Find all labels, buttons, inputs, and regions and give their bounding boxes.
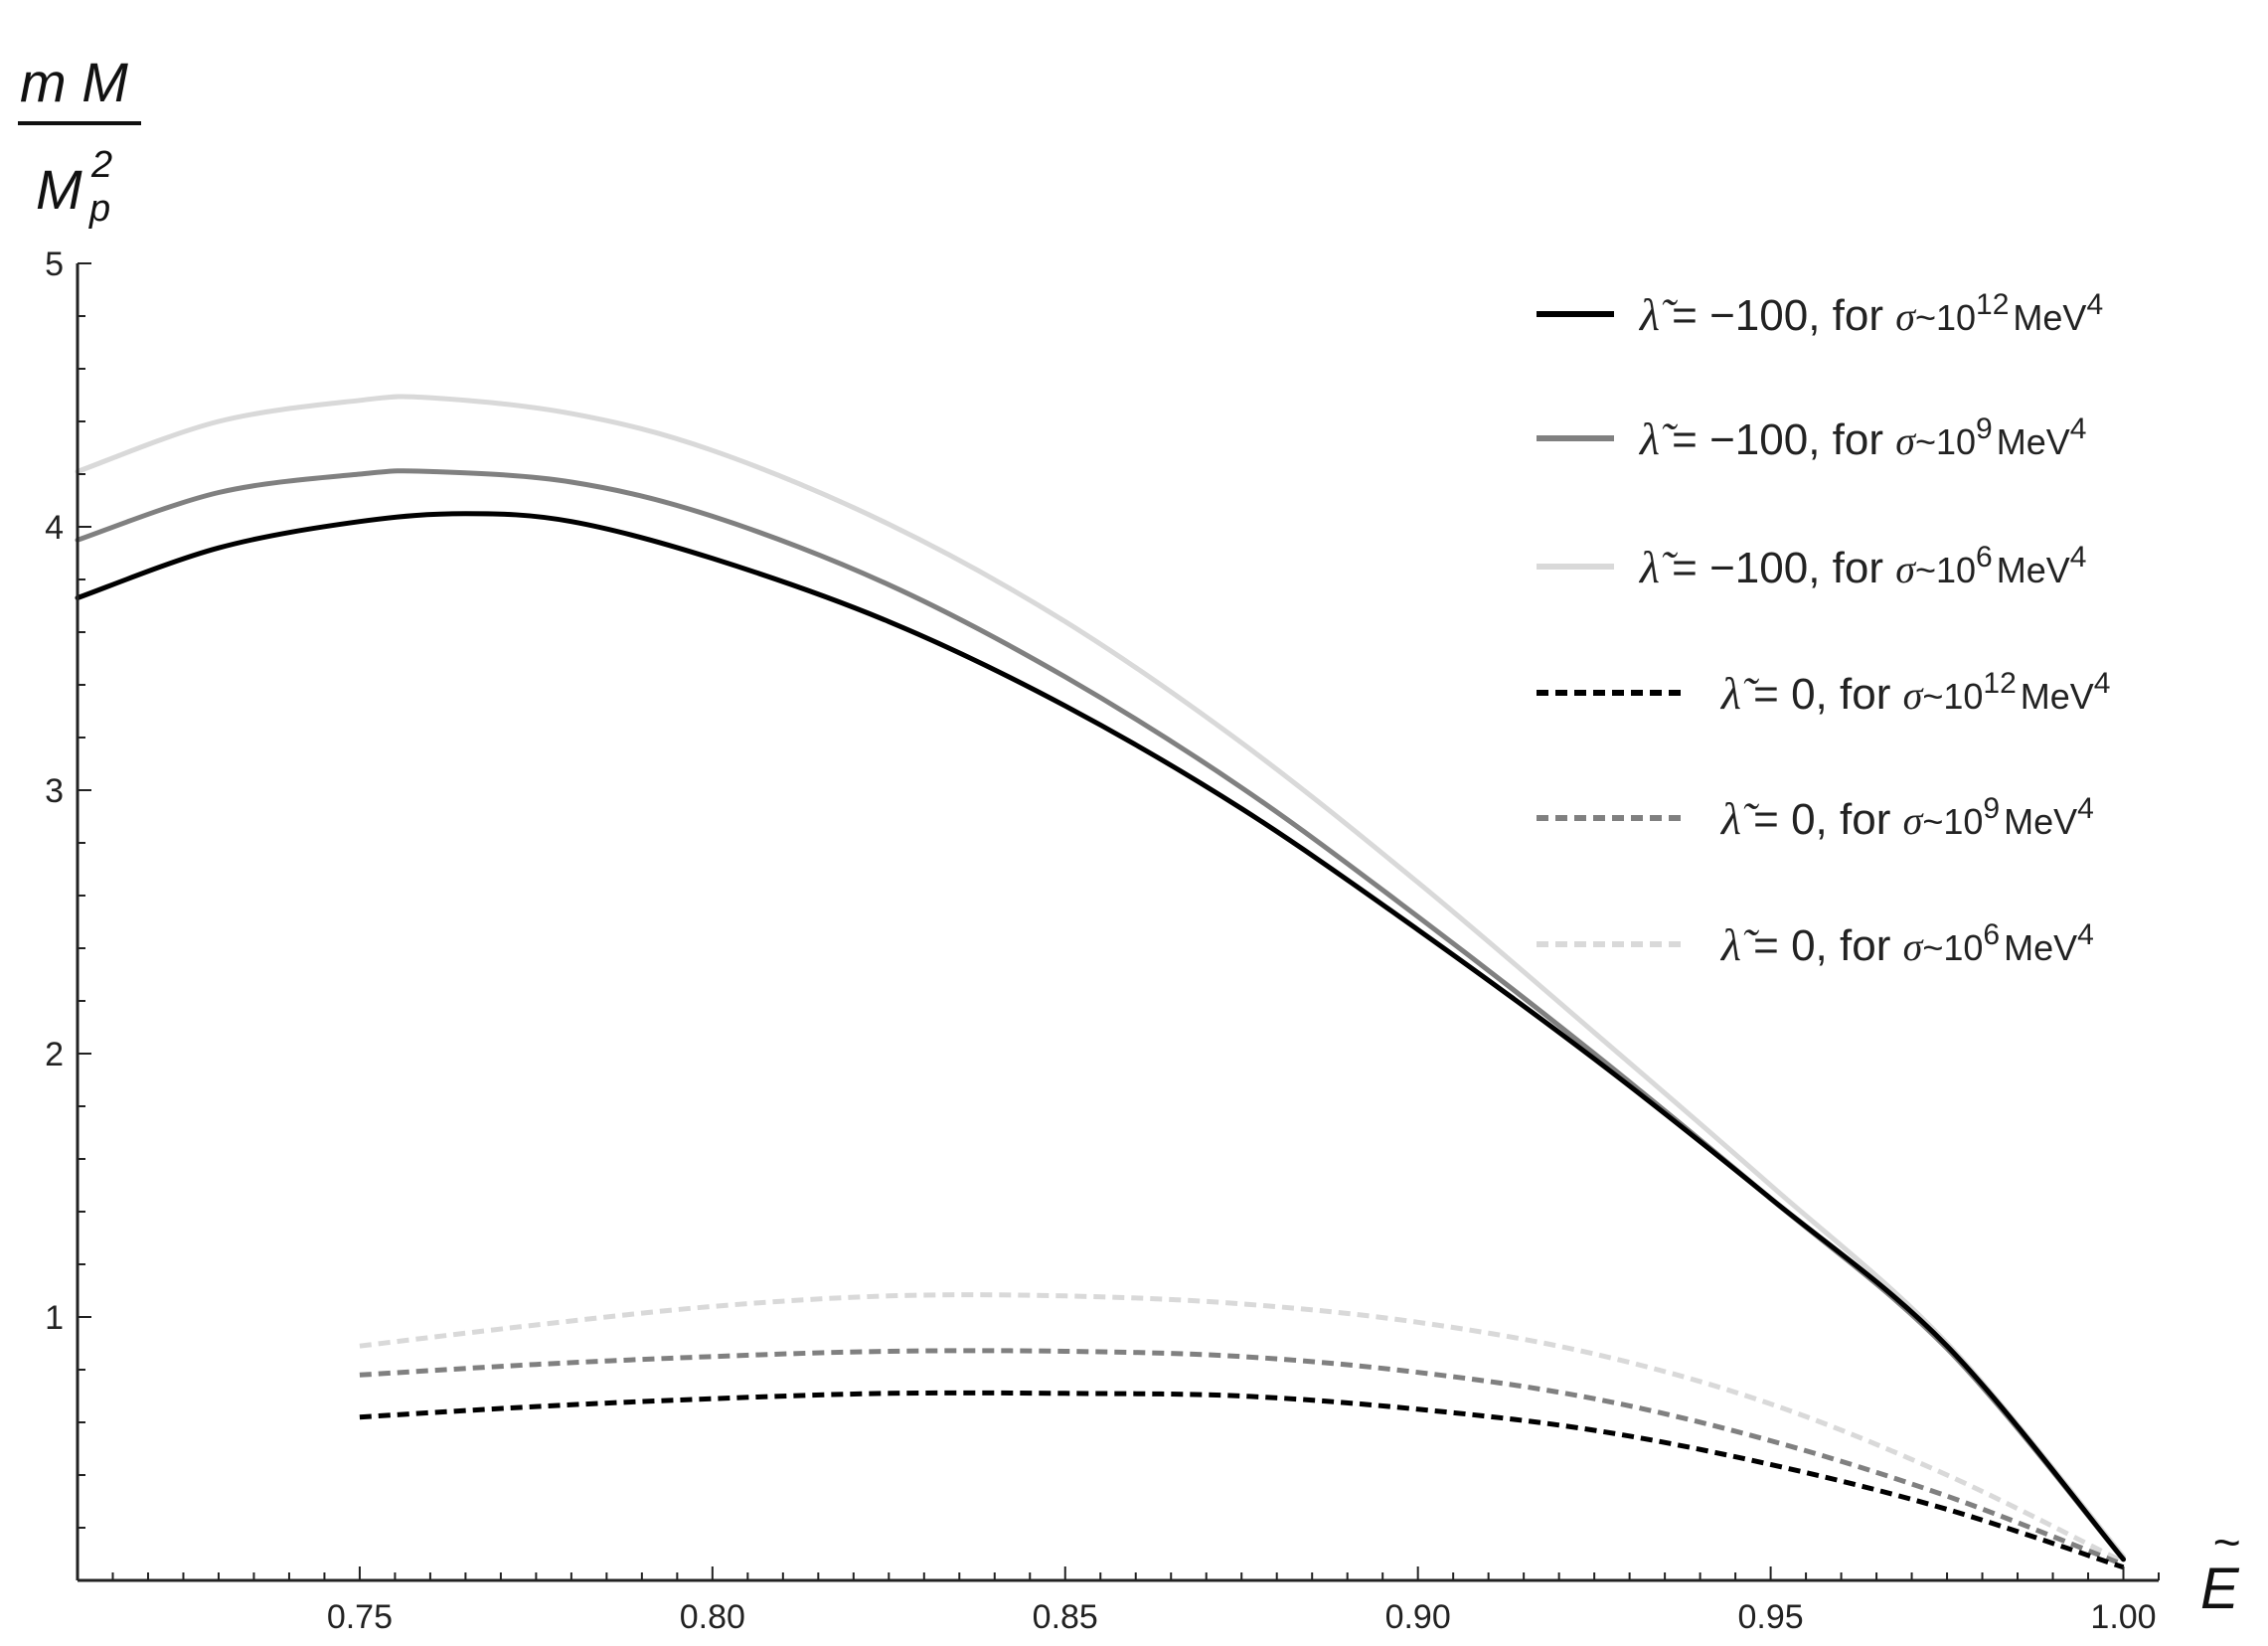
y-axis-title-denominator-sub: p (88, 188, 110, 230)
legend: λ̃ = −100, for σ~1012 MeV4 λ̃ = −100, for … (1537, 288, 2110, 971)
series-line-6 (359, 1292, 2125, 1564)
legend-label: λ̃ = 0, for σ~109 MeV4 (1719, 792, 2094, 845)
series-line-1 (75, 511, 2126, 1563)
legend-label: λ̃ = 0, for σ~1012 MeV4 (1719, 667, 2110, 720)
x-tick-label: 0.85 (1033, 1598, 1098, 1636)
y-axis-title: m M M p 2 (18, 51, 141, 230)
x-tick-label: 0.75 (327, 1598, 393, 1636)
x-tick-label: 0.90 (1385, 1598, 1451, 1636)
legend-item-6: λ̃ = 0, for σ~106 MeV4 (1537, 918, 2094, 971)
x-axis-ticks: 0.75 0.80 0.85 0.90 0.95 1.00 (77, 1566, 2160, 1636)
legend-label: λ̃ = −100, for σ~106 MeV4 (1638, 541, 2086, 593)
y-tick-label: 4 (45, 509, 64, 547)
x-tick-label: 0.80 (680, 1598, 745, 1636)
legend-label: λ̃ = 0, for σ~106 MeV4 (1719, 918, 2094, 971)
series-line-3 (75, 394, 2126, 1560)
y-tick-label: 2 (45, 1036, 64, 1073)
legend-item-3: λ̃ = −100, for σ~106 MeV4 (1537, 541, 2086, 593)
y-axis-title-denominator-sup: 2 (90, 144, 112, 186)
x-axis-title-text: E (2200, 1557, 2240, 1621)
series-line-5 (359, 1348, 2125, 1567)
x-axis-title-tilde: ~ (2212, 1517, 2240, 1569)
x-tick-label: 1.00 (2090, 1598, 2156, 1636)
x-axis-title: ~ E (2200, 1517, 2240, 1621)
y-axis-title-numerator: m M (20, 51, 128, 113)
legend-label: λ̃ = −100, for σ~1012 MeV4 (1638, 288, 2103, 341)
x-tick-label: 0.95 (1737, 1598, 1803, 1636)
y-tick-label: 3 (45, 772, 64, 810)
legend-item-5: λ̃ = 0, for σ~109 MeV4 (1537, 792, 2094, 845)
y-axis-title-denominator: M (36, 158, 82, 221)
legend-item-2: λ̃ = −100, for σ~109 MeV4 (1537, 412, 2086, 465)
axes (76, 263, 2159, 1582)
series-layer (75, 394, 2126, 1570)
legend-label: λ̃ = −100, for σ~109 MeV4 (1638, 412, 2086, 465)
y-tick-label: 5 (45, 246, 64, 283)
legend-item-4: λ̃ = 0, for σ~1012 MeV4 (1537, 667, 2110, 720)
y-tick-label: 1 (45, 1299, 64, 1337)
y-axis-ticks: 1 2 3 4 5 (45, 246, 91, 1529)
legend-item-1: λ̃ = −100, for σ~1012 MeV4 (1537, 288, 2103, 341)
